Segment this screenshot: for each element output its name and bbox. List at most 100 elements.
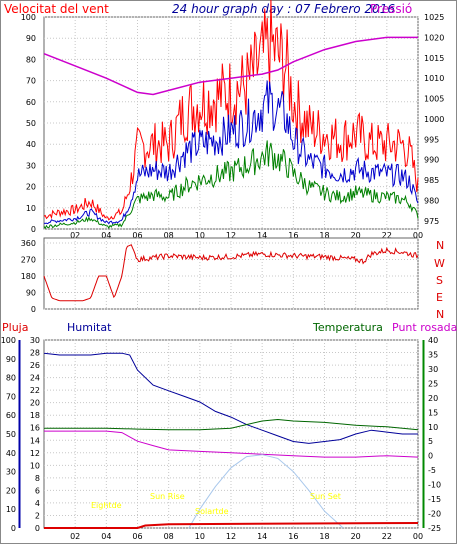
humidity-tick-label: 30: [6, 468, 16, 477]
humidity-tick-label: 50: [6, 430, 16, 439]
wind-speed-tick-label: 50: [26, 119, 36, 128]
left-axis-title: Velocitat del vent: [4, 2, 109, 16]
wind-direction-axis: 0 90 180 270 360: [21, 239, 36, 314]
wind-low-line: [43, 140, 419, 230]
humidity-tick-label: 20: [6, 486, 16, 495]
rain-tick-label: 8: [35, 474, 40, 483]
pressure-tick-label: 990: [424, 156, 439, 165]
direction-tick-label: 270: [21, 256, 36, 265]
wind-speed-tick-label: 20: [26, 183, 36, 192]
wind-time-tick-label: 16: [288, 231, 298, 240]
temperature-axis-title: Temperatura: [312, 321, 383, 334]
wind-time-tick-label: 04: [101, 231, 111, 240]
rain-tick-label: 30: [30, 336, 40, 345]
temperature-tick-label: 20: [428, 394, 438, 403]
pressure-tick-label: 1005: [424, 95, 444, 104]
annotation-solar-max: Solartde: [195, 507, 229, 516]
climate-time-tick-label: 10: [195, 532, 205, 541]
wind-speed-tick-label: 0: [31, 225, 36, 234]
compass-labels: N W S E N: [434, 239, 445, 321]
rain-tick-label: 0: [35, 524, 40, 533]
humidity-tick-label: 40: [6, 449, 16, 458]
humidity-line: [43, 352, 418, 444]
climate-time-tick-label: 04: [101, 532, 111, 541]
wind-time-axis: 02 04 06 08 10 12 14 16 18 20 22 00: [70, 231, 423, 240]
wind-time-tick-label: 00: [413, 231, 423, 240]
temperature-axis: -25 -20 -15 -10 -5 0 5 10 15 20 25 30 35 40: [428, 336, 441, 533]
rain-tick-label: 6: [35, 486, 40, 495]
direction-tick-label: 0: [31, 305, 36, 314]
climate-time-tick-label: 00: [413, 532, 423, 541]
dewpoint-axis-title: Punt rosada: [392, 321, 457, 334]
wind-time-tick-label: 06: [132, 231, 142, 240]
pressure-axis: 975 980 985 990 995 1000 1005 1010 1015 1020 1025: [424, 13, 444, 226]
wind-speed-tick-label: 90: [26, 34, 36, 43]
pressure-tick-label: 1020: [424, 33, 444, 42]
wind-speed-axis: 0 10 20 30 40 50 60 70 80 90 100: [21, 13, 36, 234]
compass-label-w: W: [434, 257, 445, 270]
climate-time-tick-label: 06: [132, 532, 142, 541]
compass-label-n-bottom: N: [436, 308, 444, 321]
wind-average-line: [43, 80, 419, 225]
humidity-tick-label: 70: [6, 392, 16, 401]
rain-tick-label: 16: [30, 424, 40, 433]
temperature-tick-label: 15: [428, 408, 438, 417]
pressure-tick-label: 985: [424, 176, 439, 185]
direction-tick-label: 180: [21, 272, 36, 281]
climate-time-tick-label: 18: [319, 532, 329, 541]
pressure-tick-label: 980: [424, 196, 439, 205]
humidity-axis: 0 10 20 30 40 50 60 70 80 90 100: [1, 336, 16, 533]
rain-tick-label: 20: [30, 399, 40, 408]
rain-tick-label: 14: [30, 436, 40, 445]
rain-axis-title: Pluja: [2, 321, 28, 334]
wind-direction-plot-area: [43, 237, 419, 310]
wind-gust-line: [43, 0, 419, 221]
wind-time-tick-label: 08: [164, 231, 174, 240]
wind-time-tick-label: 14: [257, 231, 267, 240]
rain-tick-label: 2: [35, 511, 40, 520]
pressure-tick-label: 1000: [424, 115, 444, 124]
rain-line: [44, 522, 419, 529]
wind-speed-tick-label: 100: [21, 13, 36, 22]
wind-direction-line: [43, 244, 419, 302]
compass-label-e: E: [436, 291, 443, 304]
wind-speed-tick-label: 70: [26, 77, 36, 86]
pressure-tick-label: 1015: [424, 54, 444, 63]
wind-time-tick-label: 12: [226, 231, 236, 240]
wind-direction-grid: [44, 238, 419, 310]
temperature-tick-label: 40: [428, 336, 438, 345]
humidity-tick-label: 10: [6, 505, 16, 514]
rain-tick-label: 26: [30, 361, 40, 370]
wind-speed-tick-label: 80: [26, 55, 36, 64]
rain-tick-label: 24: [30, 374, 40, 383]
humidity-tick-label: 60: [6, 411, 16, 420]
temperature-tick-label: -10: [428, 481, 441, 490]
solar-line: [188, 454, 344, 529]
wind-speed-tick-label: 40: [26, 140, 36, 149]
climate-time-axis: 02 04 06 08 10 12 14 16 18 20 22 00: [70, 532, 423, 541]
rain-tick-label: 22: [30, 386, 40, 395]
direction-tick-label: 360: [21, 239, 36, 248]
temperature-tick-label: 0: [428, 452, 433, 461]
temperature-tick-label: -15: [428, 495, 441, 504]
wind-time-tick-label: 20: [351, 231, 361, 240]
chart-title: 24 hour graph day : 07 Febrero 2016: [172, 2, 395, 16]
pressure-tick-label: 1025: [424, 13, 444, 22]
humidity-tick-label: 0: [11, 524, 16, 533]
temperature-tick-label: 10: [428, 423, 438, 432]
wind-speed-tick-label: 30: [26, 161, 36, 170]
annotation-twilight: Eightde: [91, 501, 122, 510]
rain-tick-label: 28: [30, 349, 40, 358]
humidity-tick-label: 90: [6, 355, 16, 364]
temperature-tick-label: 30: [428, 365, 438, 374]
wind-speed-tick-label: 10: [26, 204, 36, 213]
temperature-tick-label: -25: [428, 524, 441, 533]
direction-tick-label: 90: [26, 289, 36, 298]
wind-time-tick-label: 18: [319, 231, 329, 240]
annotation-sunrise: Sun Rise: [150, 492, 185, 501]
humidity-axis-title: Humitat: [67, 321, 112, 334]
pressure-line: [43, 36, 418, 96]
climate-time-tick-label: 02: [70, 532, 80, 541]
